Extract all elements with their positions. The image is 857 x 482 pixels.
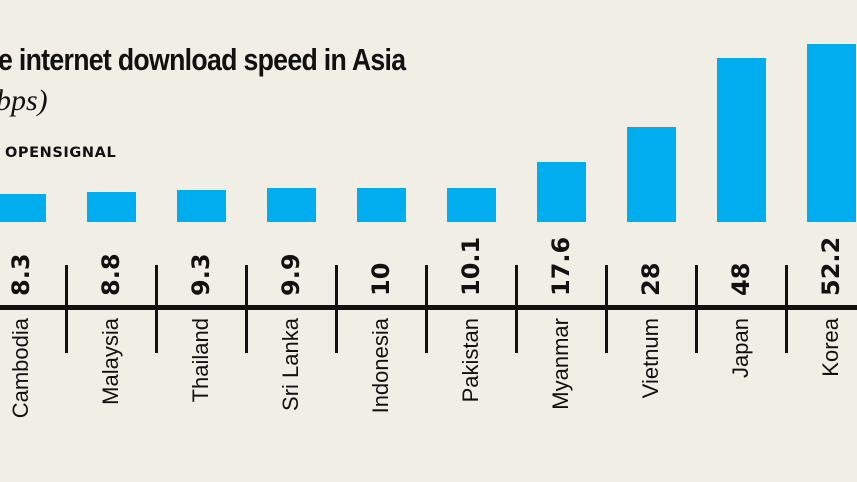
axis-tick: [335, 265, 338, 353]
axis-tick: [695, 265, 698, 353]
value-text: 17.6: [547, 236, 575, 296]
category-label: Indonesia: [363, 318, 399, 428]
category-label: Sri Lanka: [273, 318, 309, 428]
axis-tick: [515, 265, 518, 353]
bar-sri-lanka: [267, 188, 316, 222]
category-label: Myanmar: [543, 318, 579, 428]
category-label: Vietnum: [633, 318, 669, 428]
value-text: 28: [637, 262, 665, 296]
value-text: 10: [367, 262, 395, 296]
value-label: 10.1: [453, 226, 489, 296]
category-text: Cambodia: [8, 318, 33, 419]
chart-title: e internet download speed in Asia: [0, 42, 406, 77]
value-text: 10.1: [457, 236, 485, 296]
x-axis-line: [0, 305, 857, 310]
value-text: 9.3: [187, 253, 215, 296]
value-label: 48: [723, 226, 759, 296]
value-text: 9.9: [277, 253, 305, 296]
category-text: Malaysia: [98, 318, 123, 405]
category-text: Sri Lanka: [278, 318, 303, 411]
axis-tick: [245, 265, 248, 353]
bar-thailand: [177, 190, 226, 222]
axis-tick: [65, 265, 68, 353]
bar-japan: [717, 58, 766, 222]
axis-tick: [785, 265, 788, 353]
axis-tick: [425, 265, 428, 353]
category-label: Malaysia: [93, 318, 129, 428]
value-label: 9.9: [273, 226, 309, 296]
value-text: 52.2: [817, 236, 845, 296]
category-label: Japan: [723, 318, 759, 428]
value-label: 8.3: [3, 226, 39, 296]
axis-tick: [155, 265, 158, 353]
category-text: Pakistan: [458, 318, 483, 403]
category-text: Japan: [728, 318, 753, 378]
bar-pakistan: [447, 187, 496, 222]
category-text: Indonesia: [368, 318, 393, 414]
category-text: Korea: [818, 318, 843, 377]
value-text: 8.8: [97, 253, 125, 296]
category-label: Pakistan: [453, 318, 489, 428]
bar-malaysia: [87, 191, 136, 222]
category-label: Cambodia: [3, 318, 39, 428]
bar-cambodia: [0, 193, 46, 222]
value-text: 8.3: [7, 253, 35, 296]
value-label: 17.6: [543, 226, 579, 296]
bar-myanmar: [537, 161, 586, 222]
bar-vietnum: [627, 126, 676, 222]
bar-indonesia: [357, 187, 406, 222]
value-label: 28: [633, 226, 669, 296]
category-text: Vietnum: [638, 318, 663, 399]
value-label: 9.3: [183, 226, 219, 296]
bar-korea: [807, 44, 856, 222]
category-text: Thailand: [188, 318, 213, 403]
value-label: 52.2: [813, 226, 849, 296]
chart-subtitle: bps): [0, 84, 48, 117]
category-label: Thailand: [183, 318, 219, 428]
value-label: 8.8: [93, 226, 129, 296]
chart-source: OPENSIGNAL: [5, 145, 117, 161]
category-label: Korea: [813, 318, 849, 428]
axis-tick: [605, 265, 608, 353]
value-text: 48: [727, 262, 755, 296]
value-label: 10: [363, 226, 399, 296]
category-text: Myanmar: [548, 318, 573, 410]
